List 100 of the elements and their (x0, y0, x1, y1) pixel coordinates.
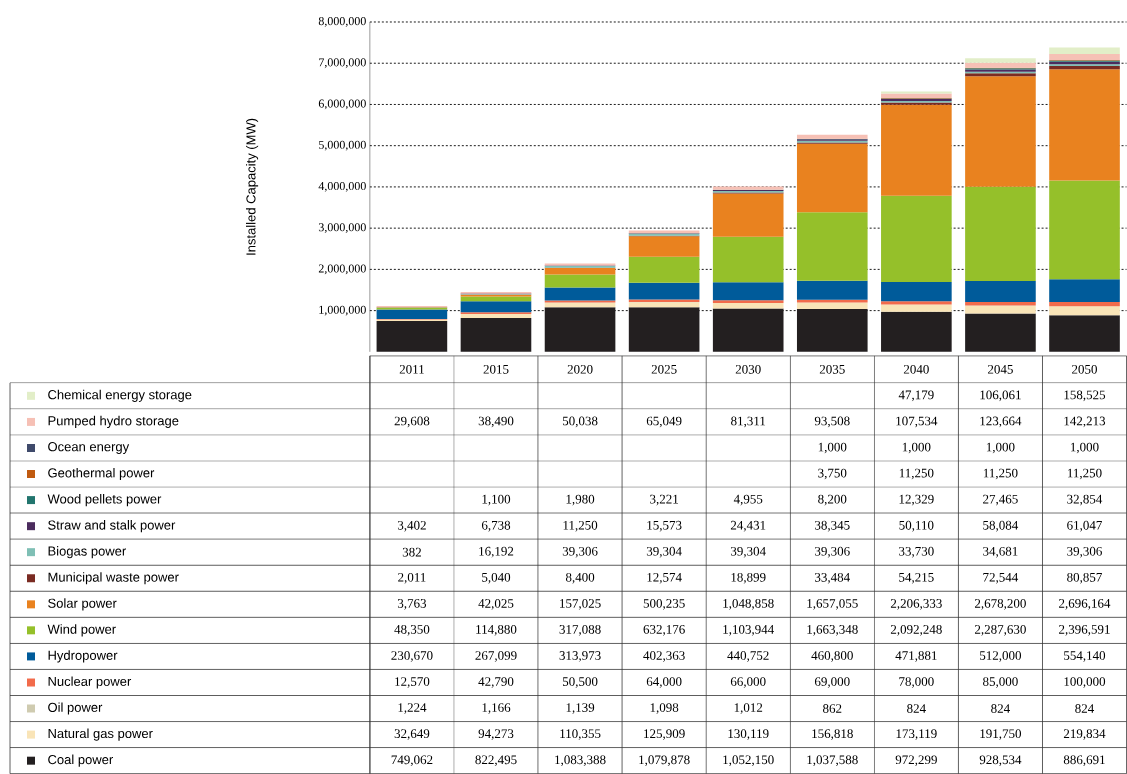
data-label: 29,608 (394, 416, 430, 428)
data-label: 824 (991, 704, 1010, 713)
data-label: 471,881 (895, 651, 937, 662)
legend-label: Natural gas power (48, 728, 153, 741)
data-label: 824 (1075, 704, 1095, 713)
data-label: 3,221 (650, 494, 678, 506)
data-label: 219,834 (1063, 729, 1106, 740)
data-label: 1,980 (566, 494, 595, 506)
data-label: 1,048,858 (723, 599, 774, 610)
data-label: 15,573 (647, 520, 682, 532)
data-label: 81,311 (731, 416, 766, 428)
data-label: 1,166 (482, 703, 511, 714)
legend-label: Ocean energy (48, 442, 130, 454)
data-label: 11,250 (899, 468, 934, 480)
data-label: 1,052,150 (723, 755, 774, 766)
data-label: 4,955 (733, 494, 763, 506)
data-label: 1,012 (734, 703, 763, 714)
x-tick-label: 2011 (399, 364, 424, 374)
data-label: 267,099 (475, 651, 517, 662)
x-tick-label: 2035 (819, 364, 845, 374)
data-label: 1,139 (566, 703, 595, 714)
data-label: 130,119 (728, 729, 769, 740)
data-label: 110,355 (560, 729, 601, 740)
legend-label: Oil power (48, 702, 103, 715)
data-label: 972,299 (895, 755, 937, 766)
legend-label: Municipal waste power (48, 572, 179, 585)
data-label: 39,306 (815, 546, 850, 558)
legend-label: Straw and stalk power (48, 520, 176, 533)
y-tick-label: 1,000,000 (319, 305, 366, 316)
data-label: 2,092,248 (890, 624, 942, 636)
data-label: 1,000 (902, 442, 931, 454)
data-label: 32,854 (1067, 494, 1103, 506)
data-label: 11,250 (1067, 468, 1102, 480)
data-label: 173,119 (896, 729, 937, 740)
data-label: 47,179 (898, 390, 934, 402)
data-label: 1,098 (650, 703, 679, 714)
data-label: 80,857 (1067, 572, 1102, 584)
data-label: 3,402 (397, 520, 426, 532)
x-tick-label: 2025 (651, 364, 677, 374)
data-label: 12,570 (395, 677, 430, 688)
data-label: 33,730 (899, 546, 934, 558)
x-tick-label: 2015 (483, 364, 509, 374)
data-label: 100,000 (1064, 677, 1106, 688)
data-label: 39,306 (562, 546, 598, 558)
y-tick-label: 5,000,000 (319, 140, 366, 151)
data-label: 1,000 (818, 442, 847, 454)
data-label: 33,484 (815, 572, 850, 584)
data-label: 12,329 (899, 494, 934, 506)
data-label: 94,273 (478, 729, 514, 740)
data-label: 382 (402, 547, 421, 557)
data-label: 512,000 (980, 651, 1022, 662)
data-label: 42,790 (478, 677, 514, 688)
data-label: 1,000 (1070, 442, 1099, 454)
x-tick-label: 2030 (735, 364, 761, 374)
data-label: 824 (907, 704, 926, 713)
data-label: 50,038 (562, 416, 598, 428)
data-label: 1,657,055 (807, 599, 858, 610)
data-label: 1,663,348 (807, 624, 858, 636)
legend-label: Chemical energy storage (48, 389, 192, 402)
data-label: 1,224 (398, 703, 427, 714)
legend-label: Wind power (47, 624, 116, 637)
data-label: 50,110 (899, 520, 934, 532)
data-label: 158,525 (1064, 390, 1106, 402)
data-label: 317,088 (559, 624, 601, 636)
data-label: 50,500 (562, 677, 598, 688)
data-label: 42,025 (478, 599, 514, 610)
y-axis-title: Installed Capacity (MW) (246, 118, 259, 255)
legend-label: Coal power (48, 754, 113, 767)
data-label: 1,079,878 (639, 755, 690, 766)
data-label: 8,400 (565, 572, 595, 584)
data-label: 157,025 (560, 599, 601, 610)
data-label: 1,037,588 (807, 755, 858, 766)
data-label: 2,287,630 (974, 624, 1026, 636)
legend-label: Nuclear power (48, 676, 132, 689)
data-label: 106,061 (980, 390, 1021, 402)
data-label: 64,000 (646, 677, 682, 688)
data-label: 822,495 (475, 755, 517, 766)
data-label: 1,100 (482, 494, 511, 506)
data-label: 5,040 (482, 572, 511, 584)
data-label: 500,235 (643, 599, 685, 610)
data-label: 2,696,164 (1059, 599, 1111, 610)
data-label: 460,800 (811, 651, 853, 662)
data-label: 18,899 (731, 572, 766, 584)
data-label: 78,000 (899, 677, 934, 688)
legend-label: Hydropower (48, 650, 118, 663)
data-label: 313,973 (559, 651, 601, 662)
data-label: 8,200 (818, 494, 847, 506)
data-label: 554,140 (1064, 651, 1106, 662)
data-label: 156,818 (812, 729, 853, 740)
data-label: 2,206,333 (890, 599, 942, 610)
y-tick-label: 2,000,000 (318, 264, 366, 275)
data-label: 2,011 (398, 572, 426, 584)
y-tick-label: 7,000,000 (319, 58, 366, 69)
data-label: 230,670 (391, 651, 433, 662)
legend-label: Biogas power (48, 546, 127, 559)
data-label: 38,345 (815, 520, 850, 532)
data-label: 66,000 (730, 677, 766, 688)
y-tick-label: 6,000,000 (318, 99, 366, 110)
data-label: 125,909 (644, 729, 685, 740)
data-label: 191,750 (980, 729, 1022, 740)
